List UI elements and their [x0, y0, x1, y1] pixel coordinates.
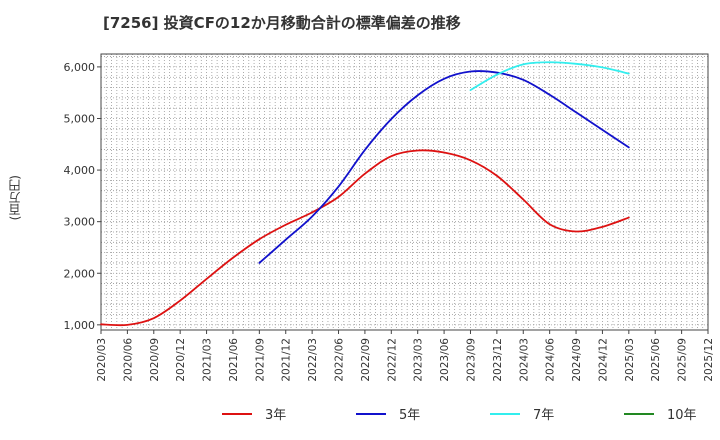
x-axis-ticks: 2020/03 2020/06 2020/09 2020/12 2021/03 2021/…	[96, 330, 715, 382]
x-tick-label: 2024/09	[571, 338, 583, 382]
x-tick-label: 2022/09	[360, 338, 372, 382]
y-tick-label: 2,000	[64, 267, 96, 280]
x-tick-label: 2024/12	[597, 338, 609, 382]
x-tick-label: 2021/09	[254, 338, 266, 382]
x-tick-label: 2024/03	[518, 338, 530, 382]
x-tick-label: 2020/06	[122, 338, 134, 382]
y-tick-label: 5,000	[64, 112, 96, 125]
y-axis-ticks: 1,000 2,000 3,000 4,000 5,000 6,000	[64, 61, 101, 332]
legend: 3年 5年 7年 10年	[222, 408, 697, 423]
x-tick-label: 2021/12	[281, 338, 293, 382]
x-tick-label: 2022/12	[386, 338, 398, 382]
grid	[100, 54, 708, 330]
x-tick-label: 2020/12	[175, 338, 187, 382]
x-tick-label: 2021/03	[202, 338, 214, 382]
x-tick-label: 2025/12	[703, 338, 715, 382]
x-tick-label: 2020/09	[149, 338, 161, 382]
legend-label-3: 7年	[533, 408, 554, 423]
x-tick-label: 2020/03	[96, 338, 108, 382]
series-line-2	[258, 70, 630, 264]
legend-label-2: 5年	[399, 408, 420, 423]
series-line-3	[469, 61, 630, 92]
legend-label-4: 10年	[667, 408, 697, 423]
x-tick-label: 2025/03	[624, 338, 636, 382]
plot-frame	[100, 53, 709, 331]
x-tick-label: 2023/03	[413, 338, 425, 382]
x-tick-label: 2023/06	[439, 338, 451, 382]
legend-label-1: 3年	[265, 408, 286, 423]
chart-title: [7256] 投資CFの12か月移動合計の標準偏差の推移	[103, 14, 461, 32]
x-tick-label: 2024/06	[545, 338, 557, 382]
x-tick-label: 2022/06	[334, 338, 346, 382]
y-tick-label: 1,000	[64, 319, 96, 332]
x-tick-label: 2023/12	[492, 338, 504, 382]
y-tick-label: 3,000	[64, 216, 96, 229]
y-tick-label: 4,000	[64, 164, 96, 177]
x-tick-label: 2025/09	[677, 338, 689, 382]
x-tick-label: 2025/06	[650, 338, 662, 382]
y-tick-label: 6,000	[64, 61, 96, 74]
x-tick-label: 2022/03	[307, 338, 319, 382]
series-line-1	[100, 149, 630, 327]
x-tick-label: 2021/06	[228, 338, 240, 382]
x-tick-label: 2023/09	[465, 338, 477, 382]
series	[100, 61, 630, 327]
